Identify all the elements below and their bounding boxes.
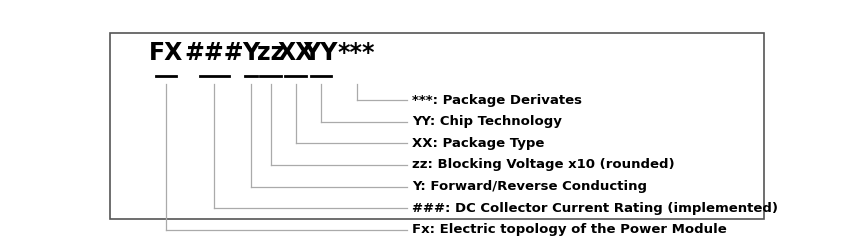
Text: zz: Blocking Voltage x10 (rounded): zz: Blocking Voltage x10 (rounded)	[412, 158, 674, 172]
Text: Y: Y	[242, 41, 259, 65]
Text: YY: YY	[303, 41, 337, 65]
Text: Y: Forward/Reverse Conducting: Y: Forward/Reverse Conducting	[412, 180, 647, 193]
Text: ***: ***	[337, 41, 375, 65]
Text: ***: Package Derivates: ***: Package Derivates	[412, 94, 581, 107]
Text: zz: zz	[256, 41, 284, 65]
Text: ###: DC Collector Current Rating (implemented): ###: DC Collector Current Rating (implem…	[412, 202, 777, 214]
Text: Fx: Electric topology of the Power Module: Fx: Electric topology of the Power Modul…	[412, 223, 726, 236]
Text: XX: XX	[277, 41, 314, 65]
Text: FX: FX	[149, 41, 183, 65]
Text: ###: ###	[184, 41, 244, 65]
Text: YY: Chip Technology: YY: Chip Technology	[412, 115, 561, 128]
Text: XX: Package Type: XX: Package Type	[412, 137, 544, 150]
